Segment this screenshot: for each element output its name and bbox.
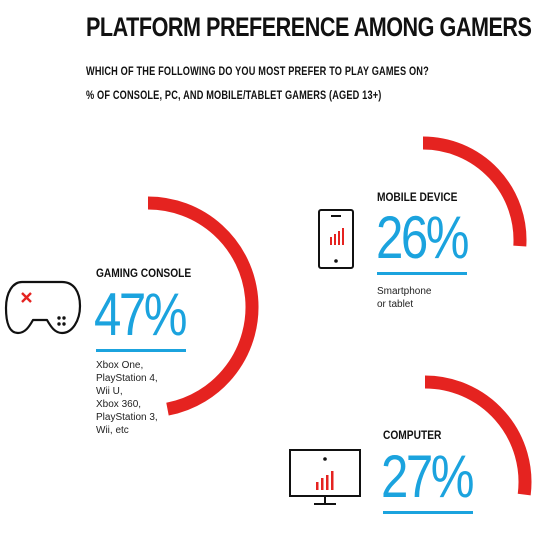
note-line: Wii U,: [96, 386, 123, 397]
rule-gaming-console: [96, 349, 186, 352]
monitor-icon: [289, 449, 361, 505]
note-line: Wii, etc: [96, 425, 129, 436]
note-line: Xbox 360,: [96, 399, 142, 410]
label-mobile-device: MOBILE DEVICE: [377, 190, 458, 204]
note-gaming-console: Xbox One, PlayStation 4, Wii U, Xbox 360…: [96, 359, 158, 437]
arc-computer: [424, 375, 532, 496]
survey-base: % OF CONSOLE, PC, AND MOBILE/TABLET GAME…: [86, 90, 382, 102]
value-computer: 27%: [381, 443, 475, 510]
value-gaming-console: 47%: [94, 281, 188, 348]
gamepad-icon: [4, 280, 82, 335]
note-line: Xbox One,: [96, 360, 144, 371]
value-mobile-device: 26%: [376, 204, 470, 271]
note-line: or tablet: [377, 299, 414, 310]
rule-mobile-device: [377, 272, 467, 275]
note-line: PlayStation 3,: [96, 412, 158, 423]
note-line: PlayStation 4,: [96, 373, 158, 384]
smartphone-icon: [318, 209, 354, 269]
label-computer: COMPUTER: [383, 428, 442, 442]
survey-question: WHICH OF THE FOLLOWING DO YOU MOST PREFE…: [86, 66, 429, 78]
arc-gaming-console: [147, 196, 259, 416]
note-mobile-device: Smartphone or tablet: [377, 285, 431, 311]
rule-computer: [383, 511, 473, 514]
note-line: Smartphone: [377, 286, 432, 297]
arc-mobile-device: [422, 136, 527, 247]
label-gaming-console: GAMING CONSOLE: [96, 266, 192, 280]
